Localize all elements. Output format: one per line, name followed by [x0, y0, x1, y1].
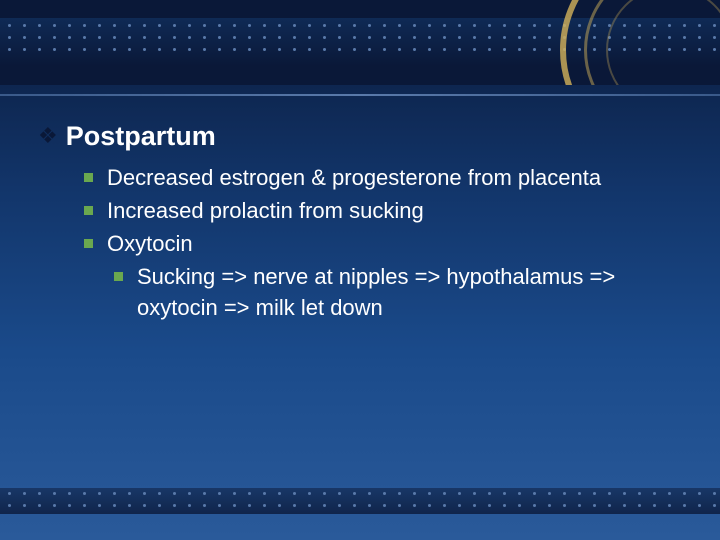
slide-content: ❖ Postpartum Decreased estrogen & proges…: [38, 120, 680, 323]
corner-arc-decoration: [560, 0, 720, 85]
footer-band: [0, 488, 720, 514]
header-band: [0, 0, 720, 85]
bullet-text: Increased prolactin from sucking: [107, 195, 424, 226]
heading-row: ❖ Postpartum: [38, 120, 680, 152]
sub-list-item: Sucking => nerve at nipples => hypothala…: [114, 261, 680, 323]
bullet-text: Decreased estrogen & progesterone from p…: [107, 162, 601, 193]
square-bullet-icon: [84, 239, 93, 248]
slide-heading: Postpartum: [66, 120, 216, 152]
diamond-bullet-icon: ❖: [38, 120, 58, 152]
bullet-list: Decreased estrogen & progesterone from p…: [84, 162, 680, 323]
dot-row: [0, 492, 720, 504]
dot-row: [0, 504, 720, 514]
list-item: Oxytocin: [84, 228, 680, 259]
sub-bullet-text: Sucking => nerve at nipples => hypothala…: [137, 261, 680, 323]
list-item: Increased prolactin from sucking: [84, 195, 680, 226]
square-bullet-icon: [84, 173, 93, 182]
list-item: Decreased estrogen & progesterone from p…: [84, 162, 680, 193]
bullet-text: Oxytocin: [107, 228, 193, 259]
sub-list: Sucking => nerve at nipples => hypothala…: [114, 261, 680, 323]
square-bullet-icon: [114, 272, 123, 281]
divider-line: [0, 94, 720, 96]
square-bullet-icon: [84, 206, 93, 215]
